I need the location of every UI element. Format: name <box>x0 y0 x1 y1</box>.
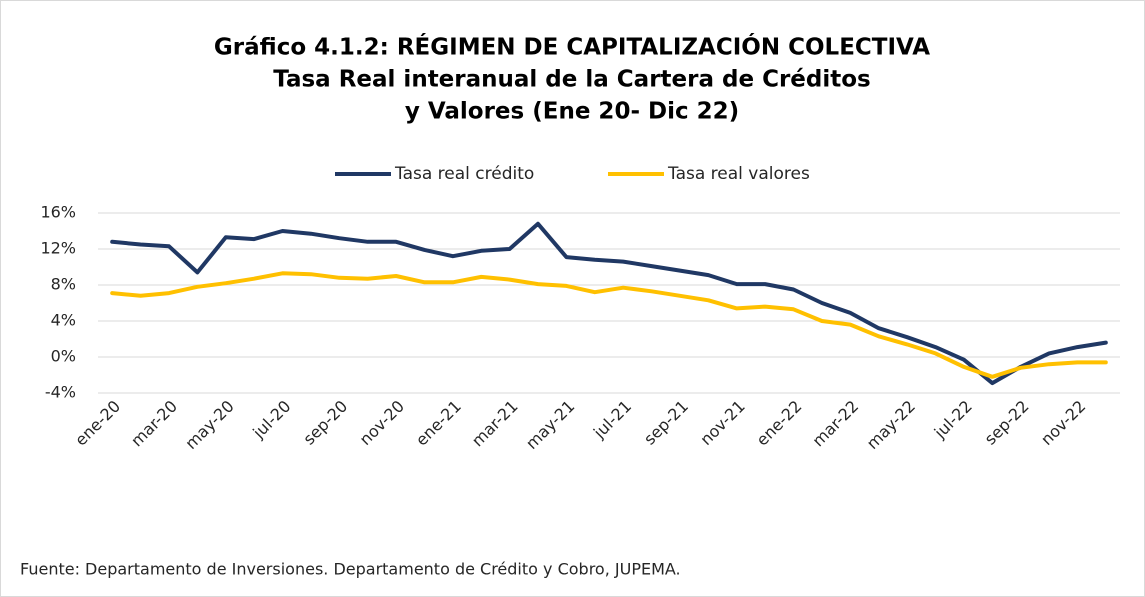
y-tick-label: 12% <box>40 239 76 258</box>
y-tick-label: -4% <box>45 383 76 402</box>
y-tick-label: 16% <box>40 203 76 222</box>
legend-label: Tasa real crédito <box>394 164 534 184</box>
source-note: Fuente: Departamento de Inversiones. Dep… <box>20 560 681 579</box>
y-tick-label: 8% <box>51 275 76 294</box>
chart-title: Gráfico 4.1.2: RÉGIMEN DE CAPITALIZACIÓN… <box>214 33 930 61</box>
y-tick-label: 4% <box>51 311 76 330</box>
chart-title: y Valores (Ene 20- Dic 22) <box>405 99 739 125</box>
y-tick-label: 0% <box>51 347 76 366</box>
data-line <box>110 221 1108 386</box>
data-line <box>110 271 1108 379</box>
legend-label: Tasa real valores <box>667 164 810 184</box>
chart-title: Tasa Real interanual de la Cartera de Cr… <box>273 67 870 93</box>
